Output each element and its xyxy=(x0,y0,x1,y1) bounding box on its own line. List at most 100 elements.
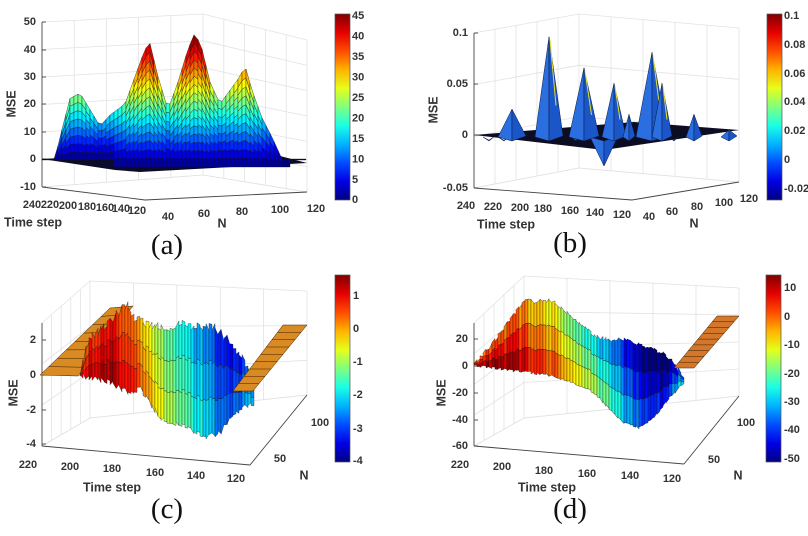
surface-facet xyxy=(623,337,628,369)
surface-facet xyxy=(632,370,637,400)
surface-facet xyxy=(554,352,559,379)
surface-facet xyxy=(69,127,75,138)
surface-facet xyxy=(73,151,79,161)
surface-facet xyxy=(608,362,613,389)
surface-facet xyxy=(232,348,237,371)
z-tick-label: 40 xyxy=(24,44,36,56)
surface-facet xyxy=(545,298,550,327)
time-tick-label: 120 xyxy=(663,473,681,485)
colorbar-tick-label: 0.08 xyxy=(784,39,805,51)
surface-facet xyxy=(566,310,571,339)
surface-facet xyxy=(85,151,91,161)
n-tick-label: 40 xyxy=(643,211,655,223)
surface-facet xyxy=(241,157,247,168)
surface-facet xyxy=(548,350,553,377)
surface-facet xyxy=(217,363,222,399)
time-tick-label: 180 xyxy=(534,203,552,215)
n-tick-label: 120 xyxy=(307,203,325,215)
surface-facet xyxy=(175,389,180,427)
surface-facet xyxy=(497,343,502,358)
surface-facet xyxy=(160,388,165,421)
surface-facet xyxy=(548,299,553,328)
surface-facet xyxy=(113,141,119,152)
surface-facet xyxy=(560,306,565,334)
surface-facet xyxy=(644,346,649,374)
surface-facet xyxy=(109,339,114,363)
surface-facet xyxy=(202,399,207,438)
surface-facet xyxy=(647,395,652,422)
surface-facet xyxy=(229,368,234,394)
surface-facet xyxy=(527,298,532,324)
surface-facet xyxy=(187,391,192,429)
mse-axis-label: MSE xyxy=(4,90,18,117)
surface-facet xyxy=(172,360,177,394)
surface-facet xyxy=(160,324,165,361)
surface-facet xyxy=(551,350,556,378)
floor-back-edge xyxy=(473,167,740,189)
colorbar-tick-label: 30 xyxy=(352,71,364,83)
surface-facet xyxy=(115,309,120,340)
n-tick-label: 100 xyxy=(715,197,733,209)
surface-facet xyxy=(211,360,216,399)
surface-facet xyxy=(100,361,105,382)
surface-facet xyxy=(169,359,174,393)
surface-facet xyxy=(506,337,511,355)
z-tick-label: 20 xyxy=(456,333,468,345)
surface-facet xyxy=(608,385,613,412)
time-tick-label: 220 xyxy=(484,201,502,213)
surface-facet xyxy=(193,158,199,168)
surface-facet xyxy=(141,149,147,160)
time-tick-label: 200 xyxy=(511,202,529,214)
surface-facet xyxy=(596,375,601,399)
surface-facet xyxy=(237,149,243,160)
colorbar-tick-label: -1 xyxy=(353,356,363,368)
surface-facet xyxy=(536,349,541,376)
surface-facet xyxy=(213,158,219,168)
surface-facet xyxy=(497,331,502,346)
surface-facet xyxy=(650,371,655,396)
surface-facet xyxy=(596,334,601,360)
surface-facet xyxy=(584,325,589,351)
spike-face xyxy=(728,129,738,142)
surface-facet xyxy=(584,346,589,370)
surface-facet xyxy=(638,343,643,372)
surface-facet xyxy=(530,323,535,350)
surface-facet xyxy=(247,392,252,406)
z-tick-label: -40 xyxy=(452,414,468,426)
surface-facet xyxy=(566,334,571,360)
surface-facet xyxy=(635,398,640,430)
surface-facet xyxy=(217,107,223,118)
n-axis xyxy=(144,191,308,201)
surface-facet xyxy=(181,320,186,357)
surface-facet xyxy=(542,349,547,375)
time-axis xyxy=(473,187,633,201)
surface-facet xyxy=(241,140,247,150)
z-tick-label: -10 xyxy=(20,181,36,193)
surface-facet xyxy=(109,143,115,153)
surface-facet xyxy=(145,370,150,401)
surface-facet xyxy=(165,130,171,141)
surface-facet xyxy=(518,349,523,373)
n-axis-label: N xyxy=(217,216,226,230)
spike-face xyxy=(628,114,636,142)
time-tick-label: 160 xyxy=(96,202,114,214)
colorbar-tick-label: 35 xyxy=(352,51,364,63)
surface-facet xyxy=(139,363,144,393)
surface-facet xyxy=(94,362,99,381)
surface-facet xyxy=(151,353,156,384)
surface-facet xyxy=(572,339,577,364)
time-tick-label: 220 xyxy=(451,459,469,471)
n-tick-label: 40 xyxy=(162,211,174,223)
surface-facet xyxy=(671,382,676,397)
panel-caption: (d) xyxy=(553,493,587,525)
panel-d: 20 0 -20 -40 -60 220 200 180 160 140 120 50 100 Time … xyxy=(404,268,808,536)
grid xyxy=(473,13,740,189)
surface-facet xyxy=(539,349,544,375)
surface-facet xyxy=(220,329,225,370)
time-axis-label: Time step xyxy=(518,480,576,494)
surface-facet xyxy=(160,356,165,389)
surface-facet xyxy=(193,133,199,144)
floor-back-edge xyxy=(473,395,740,447)
surface-facet xyxy=(512,332,517,353)
surface-facet xyxy=(217,124,223,135)
